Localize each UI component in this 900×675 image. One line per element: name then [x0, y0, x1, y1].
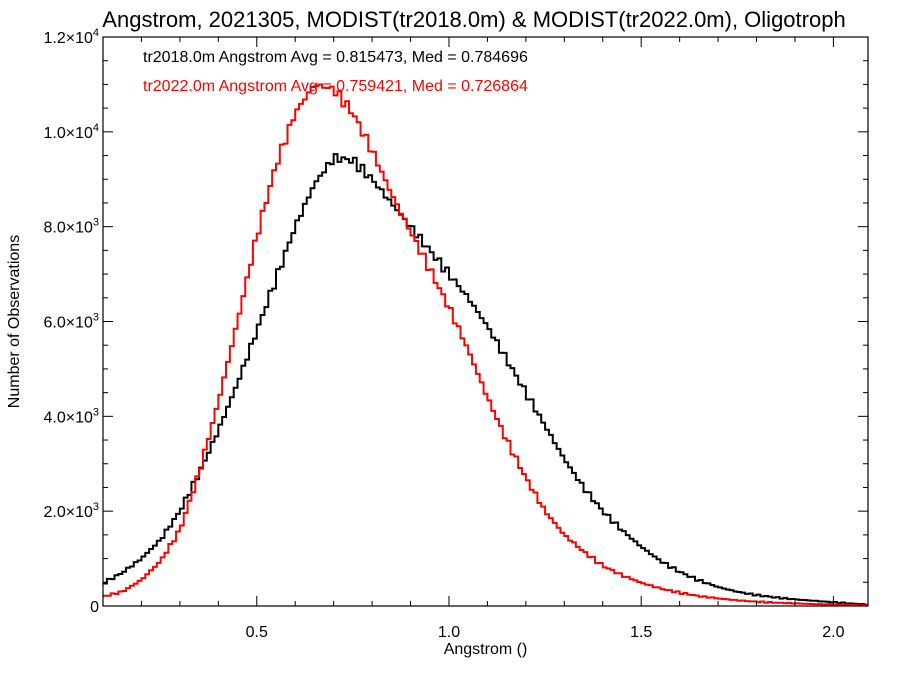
legend: tr2018.0m Angstrom Avg = 0.815473, Med =… — [143, 49, 528, 95]
x-tick-label: 2.0 — [822, 624, 844, 641]
y-tick-label: 2.0×103 — [43, 501, 99, 521]
y-tick-label: 1.2×104 — [43, 27, 99, 47]
x-tick-label: 0.5 — [246, 624, 268, 641]
legend-entry-2: tr2022.0m Angstrom Avg = 0.759421, Med =… — [143, 78, 528, 95]
chart-title: Angstrom, 2021305, MODIST(tr2018.0m) & M… — [102, 7, 845, 32]
series-layer — [103, 83, 868, 607]
y-tick-label: 6.0×103 — [43, 312, 99, 332]
plot-frame — [102, 36, 869, 607]
y-tick-label: 1.0×104 — [43, 122, 99, 142]
y-axis-title: Number of Observations — [6, 235, 23, 408]
series-line-1 — [103, 153, 868, 606]
x-axis-ticks: 0.5 1.0 1.5 2.0 — [140, 37, 845, 641]
x-tick-label: 1.0 — [438, 624, 460, 641]
y-tick-label: 4.0×103 — [43, 406, 99, 426]
series-line-2 — [103, 83, 868, 607]
y-axis-ticks: 0 2.0×103 4.0×103 6.0×103 8.0×103 1.0×104 1.2×… — [43, 27, 868, 616]
x-tick-label: 1.5 — [630, 624, 652, 641]
y-tick-label: 8.0×103 — [43, 217, 99, 237]
x-axis-title: Angstrom () — [444, 641, 528, 658]
y-tick-label: 0 — [90, 599, 99, 616]
legend-entry-1: tr2018.0m Angstrom Avg = 0.815473, Med =… — [143, 49, 528, 66]
